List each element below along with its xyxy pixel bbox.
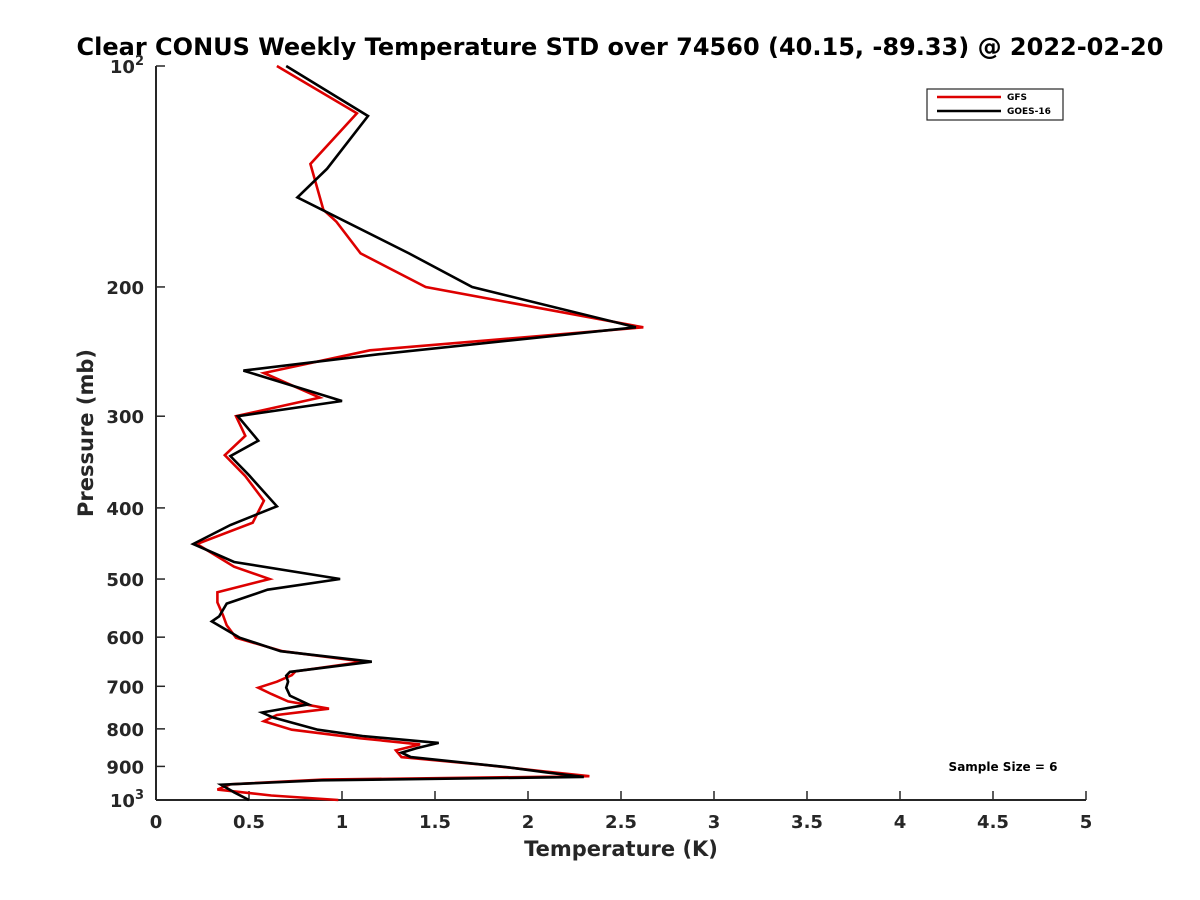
y-tick-label: 600 [106, 628, 144, 649]
legend-label-gfs: GFS [1007, 93, 1027, 103]
x-tick-label: 4 [894, 812, 907, 833]
x-tick-label: 3 [708, 812, 721, 833]
x-tick-label: 1 [336, 812, 349, 833]
y-tick-label: 103 [110, 788, 144, 812]
y-tick-base: 900 [106, 757, 144, 778]
y-tick-label: 102 [110, 54, 144, 78]
series-line-gfs [193, 64, 644, 802]
x-tick-label: 1.5 [419, 812, 451, 833]
y-tick-label: 500 [106, 570, 144, 591]
series-line-goes16 [190, 64, 637, 802]
y-tick-base: 600 [106, 628, 144, 649]
sample-size-annotation: Sample Size = 6 [949, 760, 1058, 774]
x-tick-label: 5 [1080, 812, 1093, 833]
chart-title: Clear CONUS Weekly Temperature STD over … [77, 33, 1164, 61]
y-tick-label: 900 [106, 757, 144, 778]
y-tick-label: 400 [106, 499, 144, 520]
legend-box [926, 88, 1064, 121]
x-axis-ticks: 0 0.5 1 1.5 2 2.5 3 3.5 4 4.5 5 [150, 791, 1093, 833]
series-lines [190, 64, 644, 802]
y-tick-base: 300 [106, 407, 144, 428]
y-tick-base: 400 [106, 499, 144, 520]
y-tick-label: 800 [106, 720, 144, 741]
y-tick-base: 800 [106, 720, 144, 741]
y-tick-exponent: 2 [135, 54, 144, 69]
x-axis-label: Temperature (K) [524, 837, 718, 861]
x-tick-label: 2 [522, 812, 535, 833]
y-tick-label: 700 [106, 677, 144, 698]
y-tick-base: 10 [110, 791, 135, 812]
y-tick-label: 200 [106, 278, 144, 299]
y-tick-exponent: 3 [135, 788, 144, 803]
x-tick-label: 3.5 [791, 812, 823, 833]
y-axis-label: Pressure (mb) [74, 349, 98, 517]
x-tick-label: 0 [150, 812, 163, 833]
x-tick-label: 4.5 [977, 812, 1009, 833]
legend-label-goes16: GOES-16 [1007, 107, 1051, 117]
y-tick-base: 200 [106, 278, 144, 299]
y-tick-base: 700 [106, 677, 144, 698]
y-tick-base: 500 [106, 570, 144, 591]
y-tick-base: 10 [110, 57, 135, 78]
x-tick-label: 0.5 [233, 812, 265, 833]
x-tick-label: 2.5 [605, 812, 637, 833]
legend: GFS GOES-16 [926, 88, 1064, 121]
y-tick-label: 300 [106, 407, 144, 428]
